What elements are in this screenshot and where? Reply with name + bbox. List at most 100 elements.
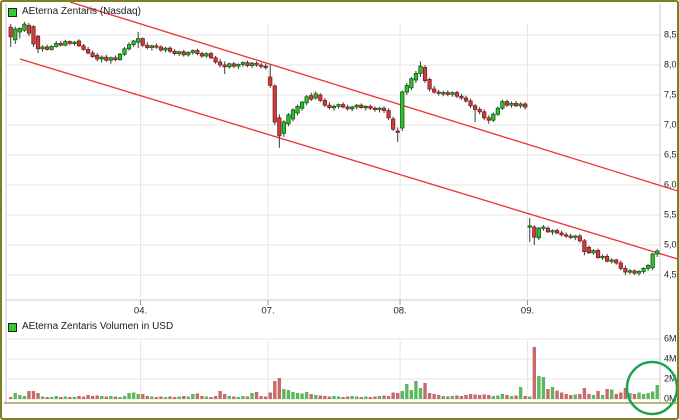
volume-bar-down [323, 396, 327, 399]
volume-bar-up [118, 397, 122, 399]
candle-up [400, 91, 405, 129]
candle-down [268, 76, 273, 86]
candle-up [650, 253, 655, 269]
candle-down [577, 235, 582, 242]
candle-up [236, 64, 241, 67]
volume-bar-down [555, 390, 559, 399]
candle-down [482, 111, 487, 119]
candle-up [609, 259, 614, 262]
trendline [19, 58, 677, 260]
candle-up [541, 226, 546, 229]
candle-up [227, 63, 232, 68]
volume-bar-down [159, 396, 163, 399]
candle-down [632, 270, 637, 274]
candle-down [605, 255, 610, 262]
volume-bar-down [254, 392, 259, 399]
candle-down [359, 104, 364, 108]
volume-bar-up [54, 396, 58, 399]
volume-axis-labels: 6M 4M 2M 0M [664, 333, 677, 403]
volume-bar-up [191, 394, 195, 399]
volume-bar-up [109, 396, 113, 399]
date-axis-labels: 04. 07. 08. 09. [134, 306, 534, 317]
candle-up [72, 41, 77, 45]
volume-bar-up [63, 396, 68, 399]
candle-up [249, 62, 255, 67]
candle-down [195, 50, 200, 54]
volume-bar-down [200, 396, 204, 399]
series-color-swatch-icon [8, 322, 17, 332]
volume-bar-up [405, 384, 409, 399]
volume-bar-up [418, 388, 423, 399]
candle-up [495, 107, 500, 115]
volume-bar-down [382, 395, 386, 399]
volume-bar-down [86, 395, 90, 399]
candle-down [167, 47, 173, 52]
date-tick-label: 04. [134, 306, 147, 317]
candle-down [586, 246, 592, 254]
volume-bar-up [641, 394, 646, 399]
candle-up [126, 44, 132, 50]
candle-up [627, 270, 633, 273]
candle-up [286, 114, 291, 125]
volume-bar-down [31, 391, 36, 399]
volume-bar-down [436, 395, 441, 399]
date-tick-label: 07. [261, 306, 274, 317]
volume-bar-down [277, 378, 282, 399]
volume-bar-up [236, 397, 241, 399]
price-tick-label: 7,5 [664, 89, 677, 99]
candle-up [304, 96, 309, 104]
volume-bar-up [609, 389, 614, 399]
volume-bar-up [13, 393, 17, 399]
volume-bar-down [623, 388, 628, 399]
volume-bar-down [391, 392, 395, 399]
candle-down [45, 46, 50, 50]
volume-bar-down [423, 383, 427, 399]
volume-bar-up [291, 392, 295, 399]
candle-up [163, 47, 168, 51]
volume-bar-down [386, 396, 391, 399]
volume-bar-down [232, 396, 236, 399]
volume-bar-down [432, 394, 436, 399]
volume-bar-up [637, 392, 641, 399]
volume-bar-up [300, 393, 304, 399]
candle-down [231, 63, 236, 67]
volume-bar-down [505, 395, 509, 399]
candle-up [136, 38, 141, 43]
candle-down [427, 79, 432, 90]
candle-down [391, 118, 396, 130]
volume-bar-up [336, 396, 341, 399]
volume-bar-down [564, 394, 568, 399]
candle-down [568, 235, 573, 238]
candle-up [491, 113, 496, 121]
candle-down [486, 117, 491, 121]
candle-down [614, 259, 619, 264]
candle-up [204, 53, 209, 57]
candle-down [259, 64, 264, 67]
volume-bar-down [345, 396, 350, 399]
volume-bar-up [314, 395, 318, 399]
volume-bar-down [90, 396, 95, 399]
candle-up [190, 50, 195, 53]
volume-bar-down [145, 396, 149, 399]
candle-up [450, 92, 455, 95]
candle-down [199, 53, 205, 57]
series-color-swatch-icon [8, 7, 17, 17]
volume-bar-down [36, 393, 40, 399]
volume-bar-up [591, 395, 596, 399]
candle-up [186, 52, 191, 56]
volume-series [9, 347, 659, 399]
candle-down [395, 130, 400, 133]
volume-bar-up [332, 396, 336, 399]
candle-up [550, 230, 555, 233]
candle-down [90, 52, 95, 57]
volume-bar-down [396, 393, 400, 399]
volume-bar-up [537, 376, 541, 399]
candle-down [436, 91, 441, 94]
candle-up [336, 104, 341, 107]
volume-bar-up [282, 389, 286, 399]
candle-up [63, 41, 68, 46]
volume-bar-down [359, 397, 363, 399]
price-axis-labels: 8,5 8,0 7,5 7,0 6,5 6,0 5,5 5,0 4,5 [664, 29, 677, 279]
